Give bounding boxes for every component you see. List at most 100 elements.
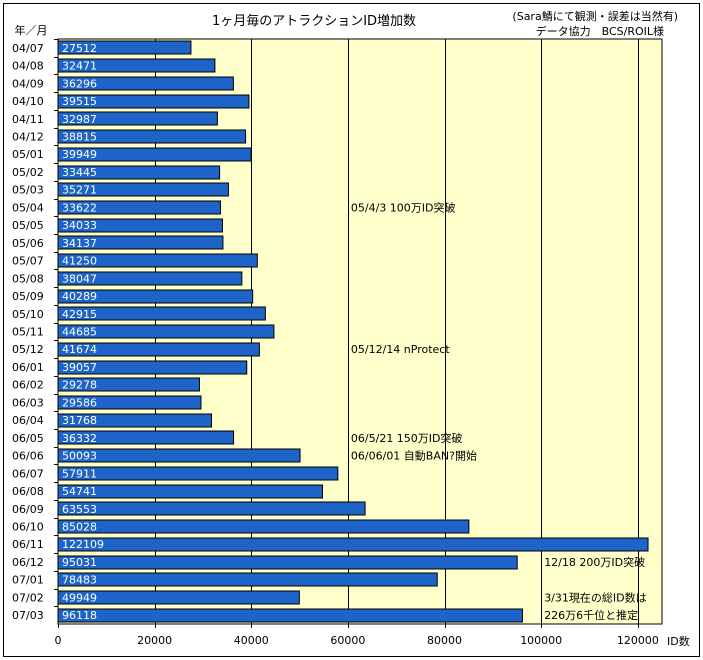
y-category-label: 07/01	[12, 574, 44, 587]
y-category-label: 06/03	[12, 396, 44, 409]
bar	[57, 590, 300, 605]
y-category-label: 04/12	[12, 131, 44, 144]
bar-value-label: 32987	[62, 113, 97, 126]
bar-value-label: 42915	[62, 308, 97, 321]
bar	[57, 608, 523, 623]
chart-annotation: 3/31現在の総ID数は	[544, 590, 646, 604]
bar-value-label: 54741	[62, 485, 97, 498]
y-category-label: 05/11	[12, 326, 44, 339]
bar-value-label: 57911	[62, 467, 97, 480]
y-category-label: 04/08	[12, 60, 44, 73]
bar	[57, 40, 192, 55]
bar-value-label: 36296	[62, 77, 97, 90]
bar-value-label: 36332	[62, 432, 97, 445]
bar	[57, 218, 223, 233]
bar-value-label: 38815	[62, 131, 97, 144]
y-category-label: 06/11	[12, 538, 44, 551]
y-category-label: 04/07	[12, 42, 44, 55]
chart-annotation: 226万6千位と推定	[544, 608, 638, 622]
bar-value-label: 95031	[62, 556, 97, 569]
y-category-label: 04/09	[12, 77, 44, 90]
y-axis-label: 年／月	[15, 23, 48, 37]
bar-value-label: 63553	[62, 503, 97, 516]
y-category-label: 05/05	[12, 219, 44, 232]
bar	[57, 342, 260, 357]
bar-value-label: 39949	[62, 148, 97, 161]
x-axis-label: ID数	[667, 635, 690, 648]
y-category-label: 06/01	[12, 361, 44, 374]
bar	[57, 129, 247, 144]
bar-value-label: 44685	[62, 326, 97, 339]
chart-annotation: 12/18 200万ID突破	[544, 555, 645, 569]
id-increase-bar-chart: 1ヶ月毎のアトラクションID増加数 (Sara鯖にて観測・誤差は当然有) データ…	[12, 9, 690, 648]
x-tick-label: 0	[55, 634, 62, 647]
bar-value-label: 29586	[62, 396, 97, 409]
chart-note-line1: (Sara鯖にて観測・誤差は当然有)	[512, 9, 678, 23]
bar-value-label: 78483	[62, 574, 97, 587]
bar	[57, 377, 200, 392]
bar	[57, 466, 339, 481]
bar	[57, 289, 254, 304]
y-category-label: 05/02	[12, 166, 44, 179]
bar	[57, 413, 213, 428]
y-category-label: 07/02	[12, 591, 44, 604]
bar-value-label: 41674	[62, 343, 97, 356]
bar	[57, 200, 221, 215]
y-category-label: 06/06	[12, 450, 44, 463]
y-category-label: 05/04	[12, 201, 44, 214]
bar	[57, 324, 275, 339]
bar	[57, 537, 649, 552]
bar	[57, 448, 301, 463]
bar	[57, 94, 250, 109]
y-category-label: 06/12	[12, 556, 44, 569]
bar	[57, 111, 218, 126]
bar-value-label: 49949	[62, 591, 97, 604]
y-category-label: 05/08	[12, 272, 44, 285]
y-category-label: 06/09	[12, 503, 44, 516]
y-category-label: 06/08	[12, 485, 44, 498]
y-category-label: 05/01	[12, 148, 44, 161]
bar	[57, 253, 258, 268]
bar	[57, 147, 252, 162]
bar	[57, 306, 266, 321]
x-tick-label: 120000	[617, 634, 659, 647]
y-category-label: 05/07	[12, 255, 44, 268]
chart-annotation: 06/5/21 150万ID突破	[351, 431, 463, 445]
chart-frame: 1ヶ月毎のアトラクションID増加数 (Sara鯖にて観測・誤差は当然有) データ…	[3, 3, 700, 657]
bar	[57, 572, 438, 587]
bar-value-label: 35271	[62, 184, 97, 197]
y-category-label: 06/04	[12, 414, 44, 427]
bar-value-label: 50093	[62, 450, 97, 463]
y-category-label: 05/10	[12, 308, 44, 321]
x-tick-label: 20000	[137, 634, 172, 647]
bar-value-label: 29278	[62, 379, 97, 392]
y-category-label: 06/07	[12, 467, 44, 480]
bar	[57, 235, 224, 250]
bar-value-label: 41250	[62, 255, 97, 268]
bar	[57, 271, 243, 286]
bar-value-label: 34033	[62, 219, 97, 232]
bar-value-label: 39057	[62, 361, 97, 374]
bar-value-label: 40289	[62, 290, 97, 303]
bar	[57, 484, 324, 499]
x-tick-label: 80000	[427, 634, 462, 647]
bar-value-label: 32471	[62, 60, 97, 73]
y-category-label: 05/03	[12, 184, 44, 197]
y-category-label: 05/06	[12, 237, 44, 250]
bar-value-label: 38047	[62, 272, 97, 285]
bar	[57, 182, 229, 197]
y-category-label: 06/05	[12, 432, 44, 445]
x-tick-label: 40000	[234, 634, 269, 647]
bar	[57, 430, 235, 445]
bar	[57, 555, 518, 570]
chart-title: 1ヶ月毎のアトラクションID増加数	[212, 13, 416, 29]
y-category-label: 07/03	[12, 609, 44, 622]
y-category-label: 06/02	[12, 379, 44, 392]
bar	[57, 58, 216, 73]
bar-value-label: 31768	[62, 414, 97, 427]
bar-value-label: 96118	[62, 609, 97, 622]
bar-value-label: 34137	[62, 237, 97, 250]
y-category-label: 04/10	[12, 95, 44, 108]
y-category-label: 06/10	[12, 521, 44, 534]
bar	[57, 395, 202, 410]
